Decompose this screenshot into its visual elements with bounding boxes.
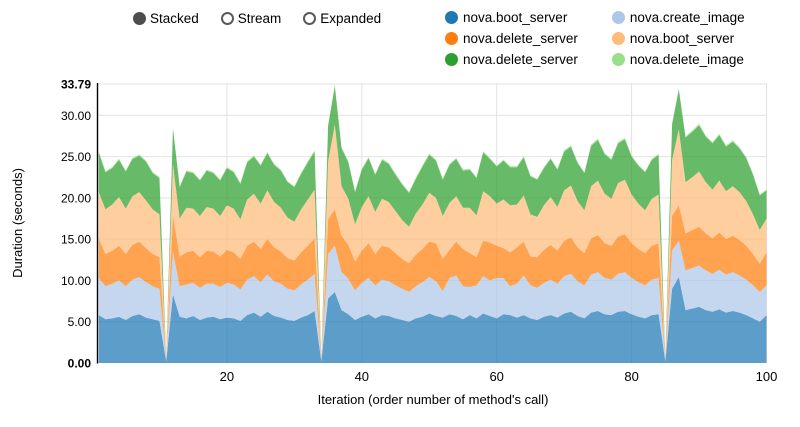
area-series[interactable] xyxy=(98,86,767,359)
y-tick-label: 33.79 xyxy=(61,78,91,92)
y-tick-label: 10.00 xyxy=(61,274,91,288)
axis-tick-labels: 0.00 5.00 10.00 15.00 20.00 25.00 30.00 33.79 20… xyxy=(61,78,777,385)
legend-label: nova.delete_server xyxy=(463,31,578,46)
mode-option-label: Expanded xyxy=(320,11,382,26)
legend-label: nova.create_image xyxy=(629,10,745,25)
x-tick-label: 20 xyxy=(220,369,234,384)
legend-swatch-icon xyxy=(611,11,625,24)
x-tick-label: 80 xyxy=(624,369,638,384)
legend-item-delete-server[interactable]: nova.delete_server xyxy=(445,31,578,46)
legend-swatch-icon xyxy=(611,32,625,45)
y-tick-label: 20.00 xyxy=(61,191,91,205)
mode-option-expanded[interactable]: Expanded xyxy=(303,11,381,26)
radio-unselected-icon[interactable] xyxy=(220,12,234,25)
legend-swatch-icon xyxy=(445,32,458,45)
mode-option-label: Stacked xyxy=(150,11,199,26)
legend-swatch-icon xyxy=(445,53,458,66)
stacked-areas[interactable] xyxy=(98,84,767,363)
legend-label: nova.delete_server xyxy=(463,52,578,67)
legend-item-delete-server-2[interactable]: nova.delete_server xyxy=(445,52,578,67)
radio-selected-icon[interactable] xyxy=(133,12,146,25)
chart-legend: nova.boot_server nova.create_image nova.… xyxy=(445,10,745,67)
x-tick-label: 40 xyxy=(355,369,369,384)
y-tick-label: 0.00 xyxy=(68,357,92,371)
chart-mode-controls: Stacked Stream Expanded xyxy=(133,11,381,26)
y-tick-label: 25.00 xyxy=(61,150,91,164)
legend-item-delete-image[interactable]: nova.delete_image xyxy=(611,52,745,67)
y-tick-label: 15.00 xyxy=(61,233,91,247)
radio-unselected-icon[interactable] xyxy=(303,12,317,25)
y-tick-label: 5.00 xyxy=(68,315,92,329)
legend-item-create-image[interactable]: nova.create_image xyxy=(611,10,745,25)
legend-swatch-icon xyxy=(445,11,458,24)
legend-swatch-icon xyxy=(611,53,625,66)
legend-label: nova.boot_server xyxy=(629,31,735,46)
mode-option-label: Stream xyxy=(237,11,282,26)
mode-option-stacked[interactable]: Stacked xyxy=(133,11,199,26)
legend-label: nova.boot_server xyxy=(463,10,568,25)
legend-label: nova.delete_image xyxy=(629,52,744,67)
area-series[interactable] xyxy=(98,205,767,361)
legend-item-boot-server-2[interactable]: nova.boot_server xyxy=(611,31,745,46)
x-tick-label: 60 xyxy=(489,369,503,384)
area-series[interactable] xyxy=(98,240,767,362)
y-axis-title: Duration (seconds) xyxy=(10,168,25,278)
area-series[interactable] xyxy=(98,277,767,363)
y-tick-label: 30.00 xyxy=(61,109,91,123)
area-series[interactable] xyxy=(98,124,767,360)
legend-item-boot-server[interactable]: nova.boot_server xyxy=(445,10,578,25)
mode-option-stream[interactable]: Stream xyxy=(220,11,282,26)
x-tick-label: 100 xyxy=(756,369,778,384)
x-axis-title: Iteration (order number of method's call… xyxy=(318,392,549,407)
